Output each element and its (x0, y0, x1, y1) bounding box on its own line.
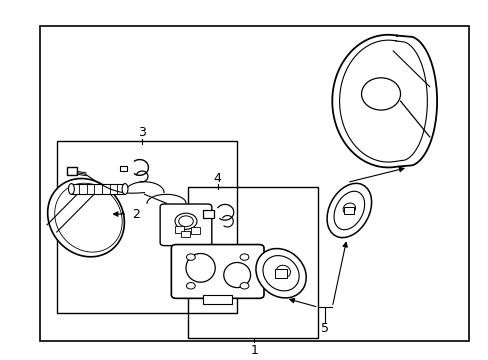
Ellipse shape (68, 184, 74, 194)
Ellipse shape (343, 203, 355, 214)
Bar (203, 210, 213, 218)
Bar (175, 226, 183, 233)
Polygon shape (47, 179, 124, 257)
Ellipse shape (276, 265, 290, 278)
Bar (181, 231, 189, 237)
Ellipse shape (240, 254, 248, 260)
Ellipse shape (361, 78, 400, 110)
Bar (190, 227, 199, 234)
Bar (120, 166, 127, 171)
Text: 2: 2 (132, 208, 140, 221)
Text: 5: 5 (320, 322, 328, 335)
Bar (40, 26, 468, 341)
Bar (203, 295, 232, 304)
FancyBboxPatch shape (160, 204, 211, 246)
Ellipse shape (224, 262, 250, 288)
Text: 4: 4 (213, 172, 221, 185)
Bar (57, 140, 237, 313)
Ellipse shape (255, 248, 305, 298)
Bar (344, 207, 353, 214)
Ellipse shape (186, 254, 195, 260)
Ellipse shape (178, 216, 193, 226)
Ellipse shape (186, 283, 195, 289)
Bar (66, 167, 77, 175)
Ellipse shape (122, 184, 128, 194)
Ellipse shape (240, 283, 248, 289)
Bar (71, 184, 125, 194)
FancyBboxPatch shape (171, 244, 264, 298)
Ellipse shape (185, 253, 215, 282)
Bar (275, 269, 286, 278)
Ellipse shape (326, 183, 371, 238)
Polygon shape (332, 35, 436, 167)
Text: 3: 3 (138, 126, 146, 139)
Ellipse shape (175, 213, 197, 229)
Bar (188, 187, 317, 338)
Text: 1: 1 (250, 344, 258, 357)
